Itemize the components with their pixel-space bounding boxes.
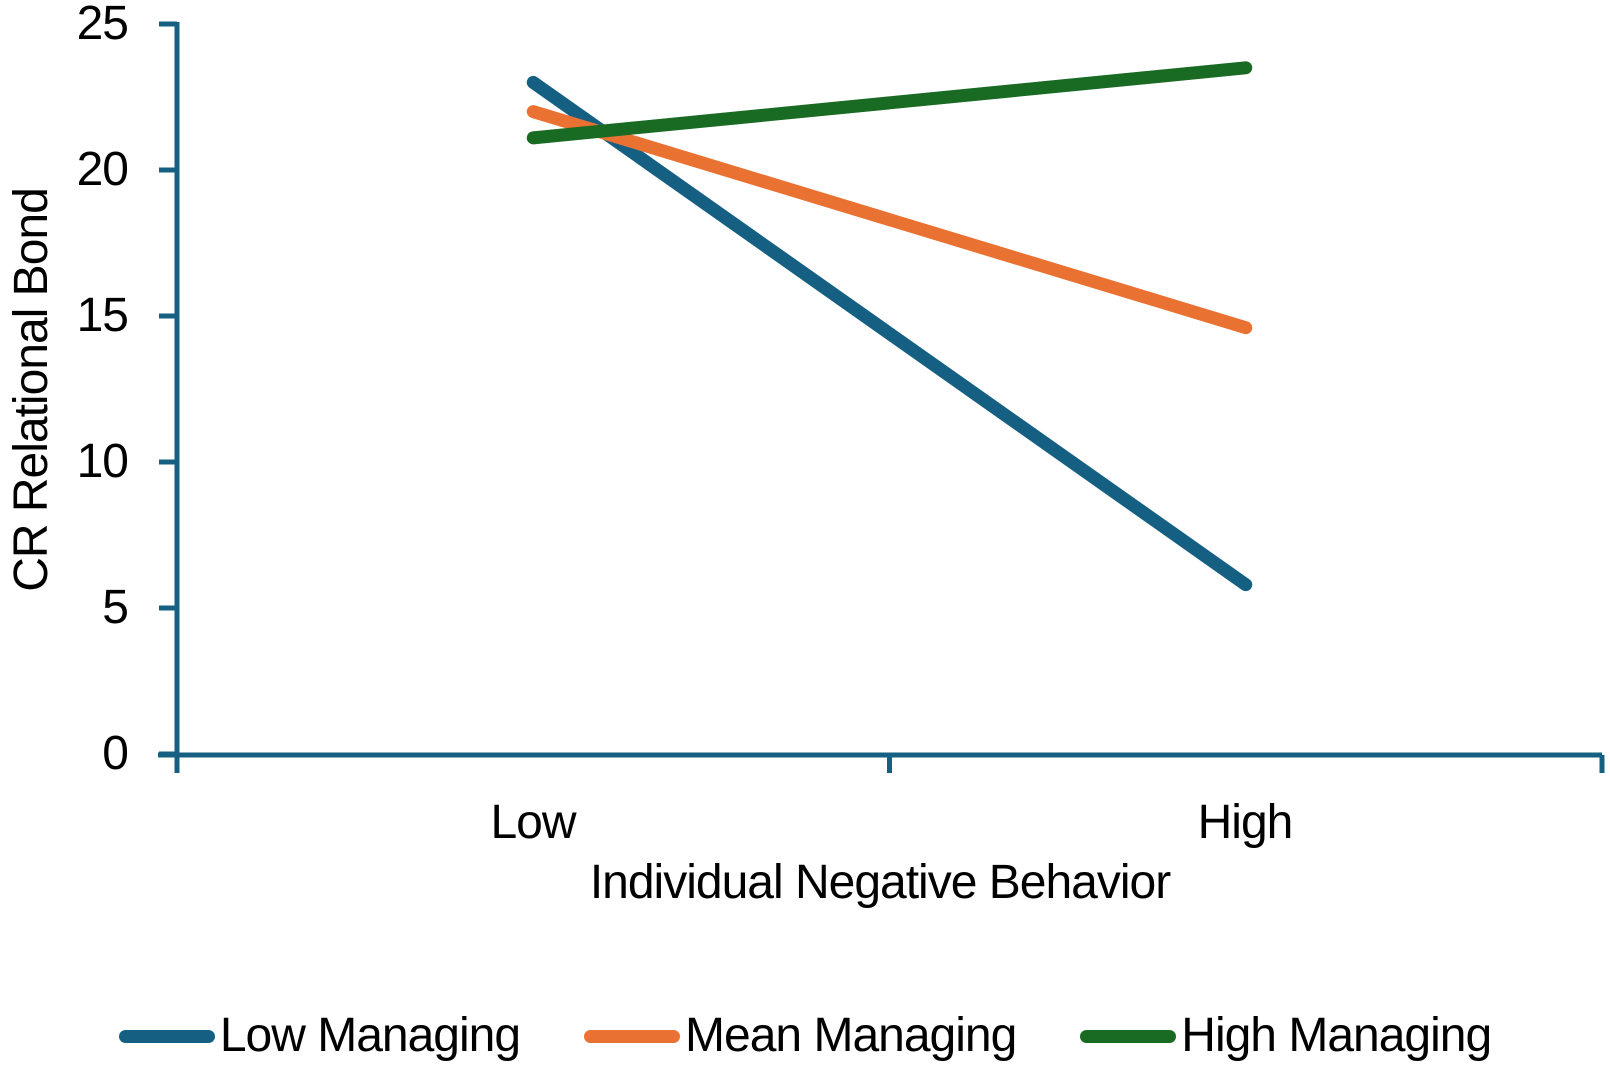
y-tick-label-5: 5 [102, 581, 129, 634]
y-tick-label-10: 10 [76, 435, 129, 488]
series-lines [526, 61, 1253, 592]
x-tick-label-high: High [1197, 796, 1294, 849]
x-axis-title: Individual Negative Behavior [589, 856, 1171, 909]
y-tick-label-0: 0 [102, 727, 129, 780]
legend-item-high-managing: High Managing [1080, 1008, 1492, 1064]
legend-swatch-mean-managing [584, 1029, 681, 1043]
legend-swatch-high-managing [1080, 1029, 1177, 1043]
x-tick-label-low: Low [490, 796, 576, 849]
y-axis-tick-labels: 25 20 15 10 5 0 [0, 0, 129, 780]
y-tick-label-20: 20 [76, 143, 129, 196]
chart-legend: Low Managing Mean Managing High Managing [0, 1008, 1610, 1064]
legend-item-mean-managing: Mean Managing [584, 1008, 1017, 1064]
y-tick-label-25: 25 [76, 0, 129, 50]
y-axis-title: CR Relational Bond [5, 188, 58, 592]
legend-label-mean-managing: Mean Managing [685, 1009, 1017, 1062]
y-tick-label-15: 15 [76, 289, 129, 342]
legend-swatch-low-managing [118, 1029, 215, 1043]
legend-item-low-managing: Low Managing [118, 1008, 521, 1064]
series-line-low-managing [526, 75, 1253, 592]
legend-label-low-managing: Low Managing [219, 1009, 521, 1062]
series-line-high-managing [526, 61, 1253, 145]
axes [158, 21, 1605, 773]
series-line-mean-managing [526, 105, 1253, 335]
legend-label-high-managing: High Managing [1181, 1009, 1492, 1062]
